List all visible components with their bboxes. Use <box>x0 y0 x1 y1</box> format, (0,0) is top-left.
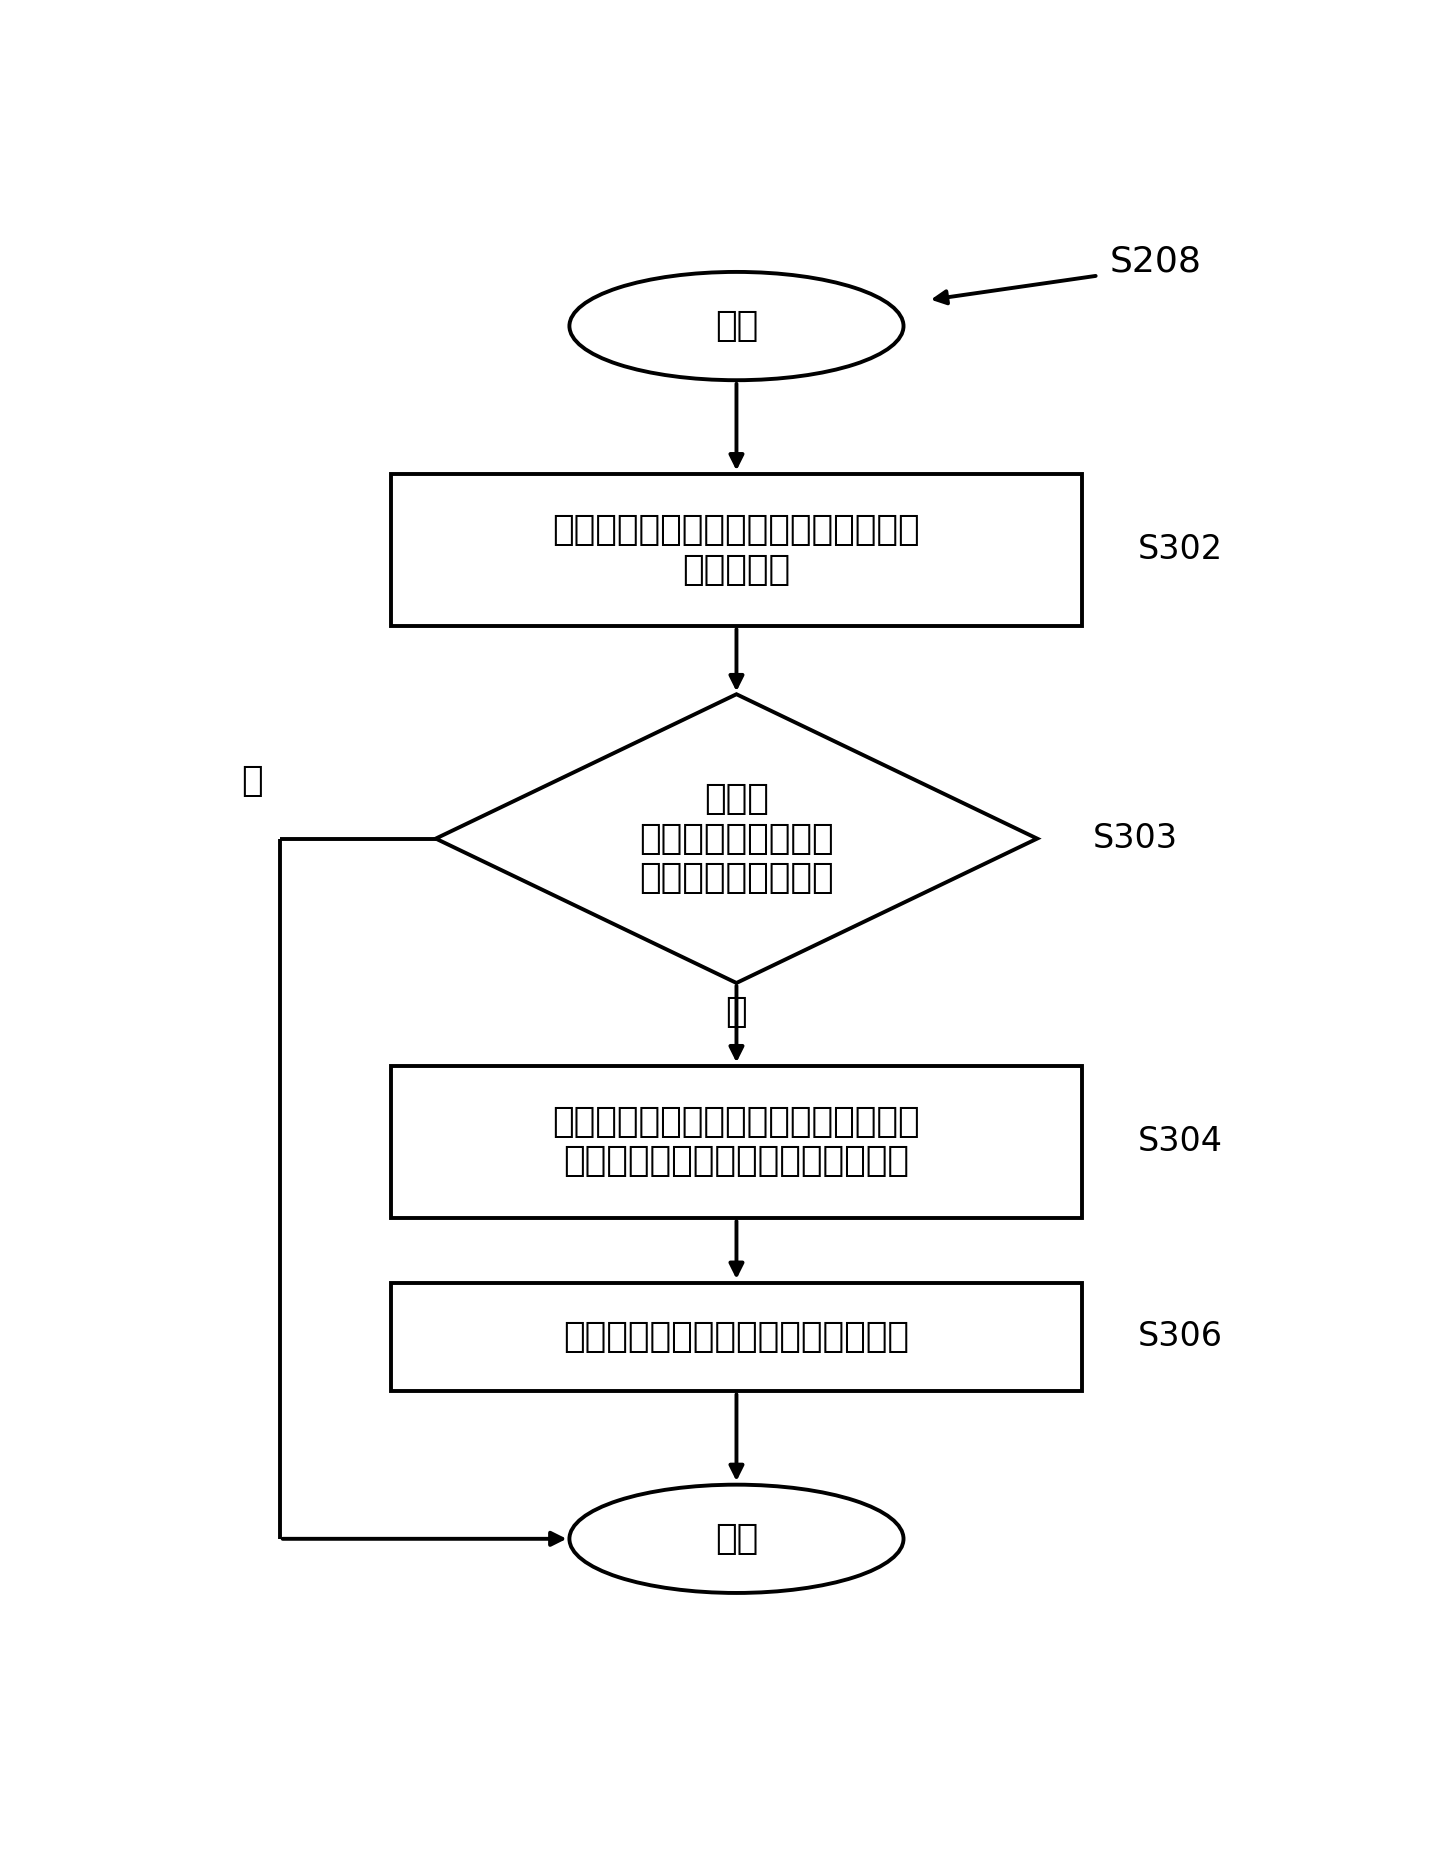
Text: S306: S306 <box>1138 1320 1223 1354</box>
Text: 否: 否 <box>241 763 263 799</box>
Text: 基于合并的第三图形拓扑构建时钟树: 基于合并的第三图形拓扑构建时钟树 <box>563 1320 910 1354</box>
Text: S304: S304 <box>1138 1125 1223 1159</box>
Text: 第一和
第二时钟接收端分布
图形拓扑部分重叠？: 第一和 第二时钟接收端分布 图形拓扑部分重叠？ <box>639 782 833 894</box>
Text: 对第一和第二时钟接收端分布图形拓扑
进行变换，生成合并的第三图形拓扑: 对第一和第二时钟接收端分布图形拓扑 进行变换，生成合并的第三图形拓扑 <box>553 1104 920 1179</box>
Text: S303: S303 <box>1094 821 1178 855</box>
Text: 开始: 开始 <box>714 309 759 343</box>
Text: S302: S302 <box>1138 532 1223 566</box>
Text: S208: S208 <box>1109 244 1201 278</box>
Text: 基于网表生成第一和第二时钟接收端分
布图形拓扑: 基于网表生成第一和第二时钟接收端分 布图形拓扑 <box>553 514 920 587</box>
Text: 结束: 结束 <box>714 1522 759 1556</box>
Text: 是: 是 <box>726 996 747 1029</box>
